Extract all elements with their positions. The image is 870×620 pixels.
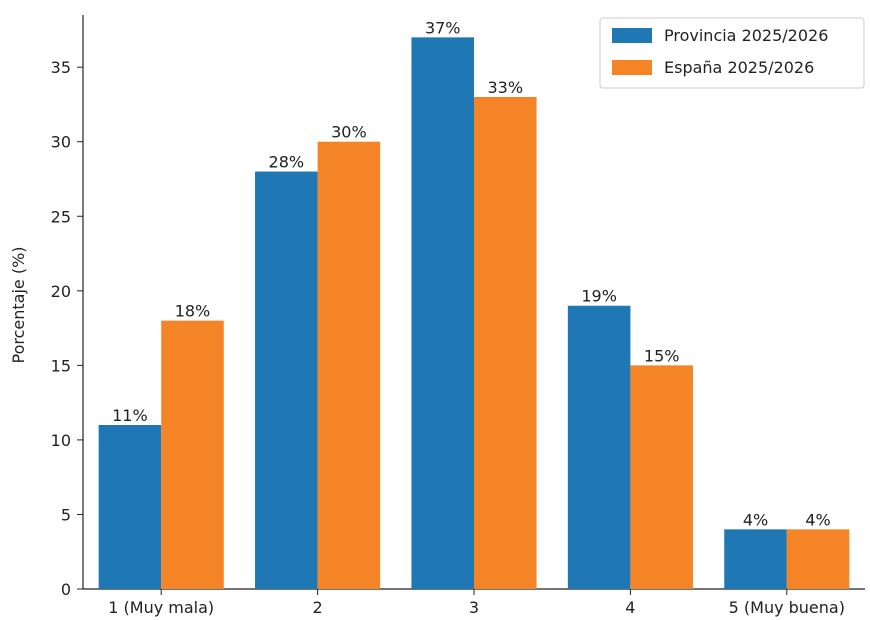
legend-swatch-espana [612,60,652,75]
x-tick-label: 4 [625,598,635,617]
x-tick-label: 2 [313,598,323,617]
x-tick-label: 3 [469,598,479,617]
bar-value-label: 19% [581,287,617,306]
x-tick-label: 5 (Muy buena) [729,598,845,617]
bar-value-label: 4% [805,510,830,529]
bar-value-label: 4% [743,510,768,529]
y-tick-label: 15 [51,356,71,375]
x-tick-label: 1 (Muy mala) [108,598,214,617]
data-labels: 11% 18% 28% 30% 37% 33% 19% 15% 4% 4% [112,18,831,529]
bar-value-label: 37% [425,18,461,37]
bar-value-label: 28% [269,153,305,172]
bar [161,320,224,589]
y-axis-label: Porcentaje (%) [9,246,28,363]
legend: Provincia 2025/2026 España 2025/2026 [599,17,865,89]
bar-value-label: 18% [175,302,211,321]
y-tick-label: 10 [51,431,71,450]
y-axis: 0 5 10 15 20 25 30 35 [51,15,84,599]
bar-value-label: 33% [487,78,523,97]
legend-label-provincia: Provincia 2025/2026 [664,26,828,45]
bar [474,97,537,589]
bar-value-label: 15% [644,346,680,365]
bar [98,425,162,589]
y-tick-label: 30 [51,133,71,152]
bar [255,171,318,589]
bar [317,141,381,589]
bar [411,37,474,589]
y-tick-label: 25 [51,207,71,226]
legend-box [599,17,865,89]
bars [98,37,850,589]
bar [724,529,787,589]
bar-value-label: 11% [112,406,148,425]
bar [630,365,693,589]
legend-swatch-provincia [612,28,652,43]
legend-label-espana: España 2025/2026 [664,58,814,77]
y-tick-label: 5 [61,505,71,524]
bar [786,529,850,589]
y-tick-label: 0 [61,580,71,599]
y-tick-label: 20 [51,282,71,301]
bar-value-label: 30% [331,123,367,142]
bar [567,305,631,589]
y-tick-label: 35 [51,58,71,77]
x-axis: 1 (Muy mala) 2 3 4 5 (Muy buena) [83,588,865,617]
